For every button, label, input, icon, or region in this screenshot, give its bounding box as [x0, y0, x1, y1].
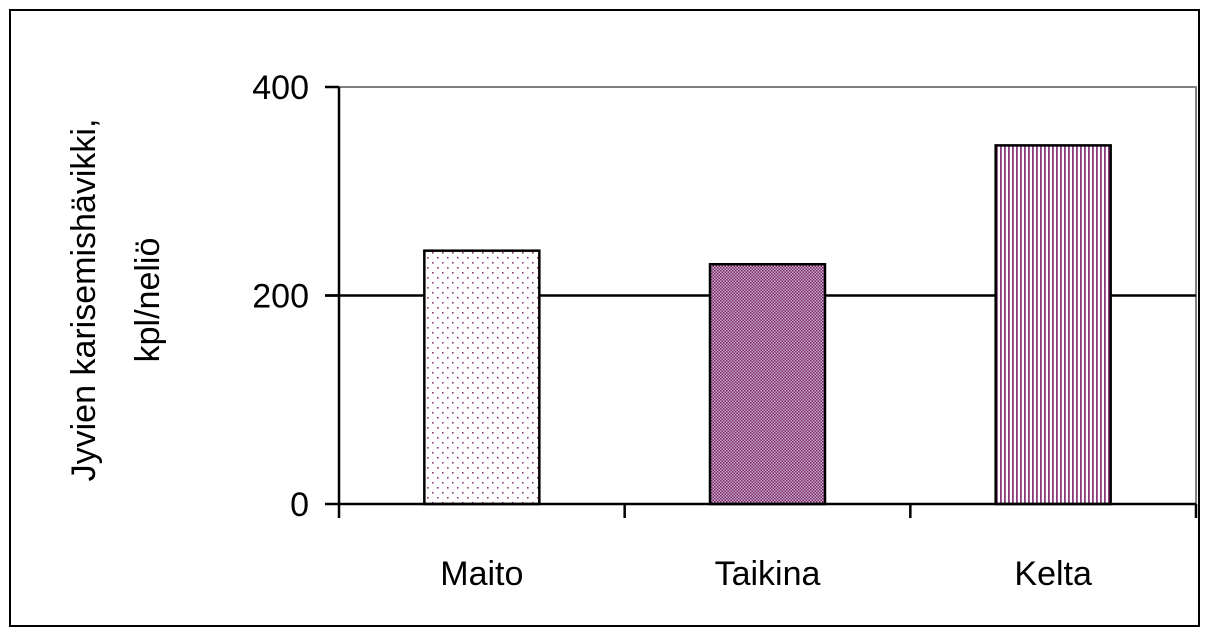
y-axis-title: Jyvien karisemishävikki, kpl/neliö — [65, 119, 167, 482]
y-tick-labels: 0 200 400 — [252, 69, 309, 524]
bar-kelta — [994, 144, 1112, 506]
bar-maito — [423, 249, 541, 506]
x-tick-labels: Maito Taikina Kelta — [440, 555, 1092, 593]
axes — [325, 85, 1198, 518]
x-tick-label: Taikina — [715, 555, 821, 593]
y-axis-title-line-2: kpl/neliö — [129, 238, 167, 363]
x-tick-label: Kelta — [1014, 555, 1092, 593]
bar-taikina — [708, 262, 827, 506]
bars — [423, 144, 1112, 506]
y-tick-label: 400 — [252, 69, 309, 107]
y-axis-title-line-1: Jyvien karisemishävikki, — [65, 119, 103, 482]
x-tick-label: Maito — [440, 555, 523, 593]
y-tick-label: 200 — [252, 278, 309, 316]
y-tick-label: 0 — [290, 486, 309, 524]
